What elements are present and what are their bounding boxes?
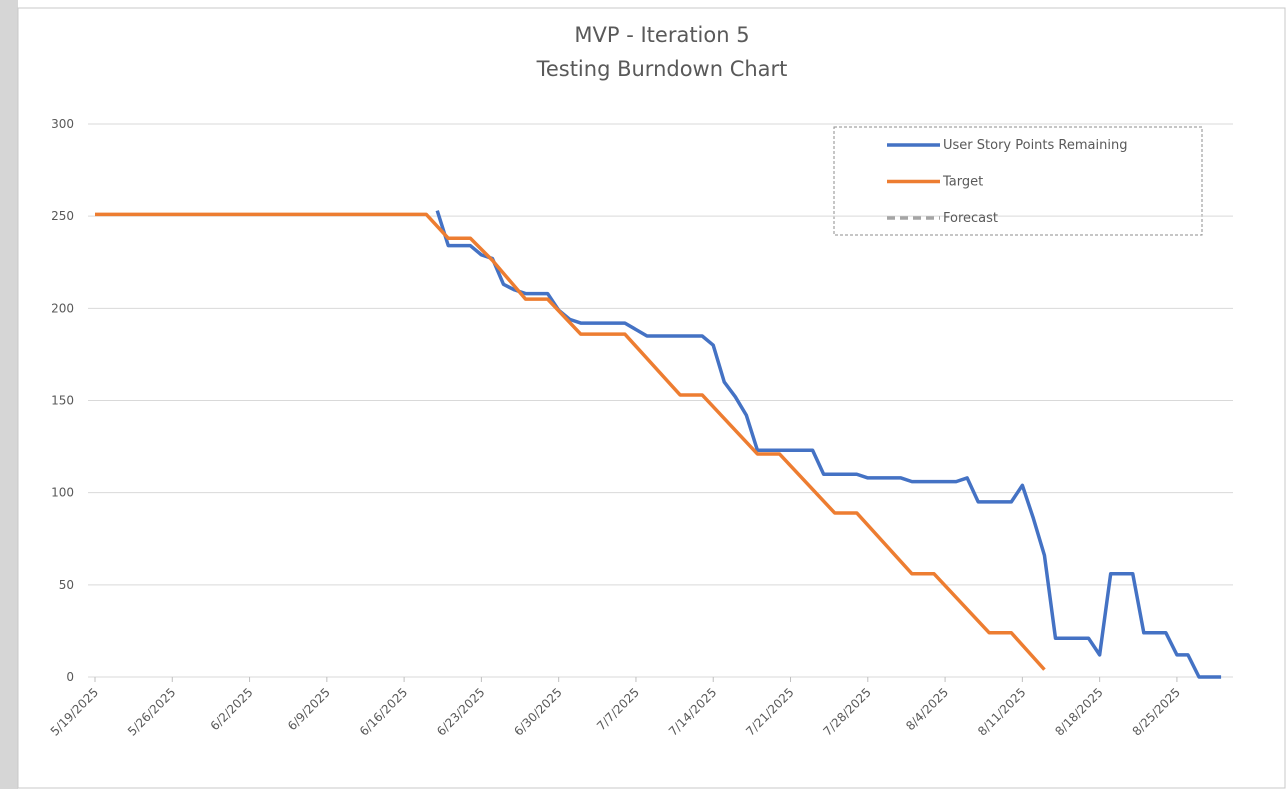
chart-area	[17, 7, 1286, 789]
series-line	[95, 212, 1046, 671]
y-tick-label: 300	[51, 117, 74, 131]
chart-title: MVP - Iteration 5	[574, 23, 749, 47]
legend-label: Forecast	[943, 211, 998, 226]
legend-label: User Story Points Remaining	[943, 138, 1127, 153]
legend-box	[833, 126, 1203, 236]
y-tick-label: 200	[51, 301, 74, 315]
window-edge	[0, 0, 18, 789]
legend-label: Target	[942, 175, 983, 190]
chart-subtitle: Testing Burndown Chart	[536, 57, 788, 81]
y-tick-label: 100	[51, 486, 74, 500]
y-tick-label: 250	[51, 209, 74, 223]
series-line	[435, 210, 1222, 679]
y-tick-label: 150	[51, 394, 74, 408]
y-tick-label: 0	[66, 670, 74, 684]
y-tick-label: 50	[59, 578, 74, 592]
